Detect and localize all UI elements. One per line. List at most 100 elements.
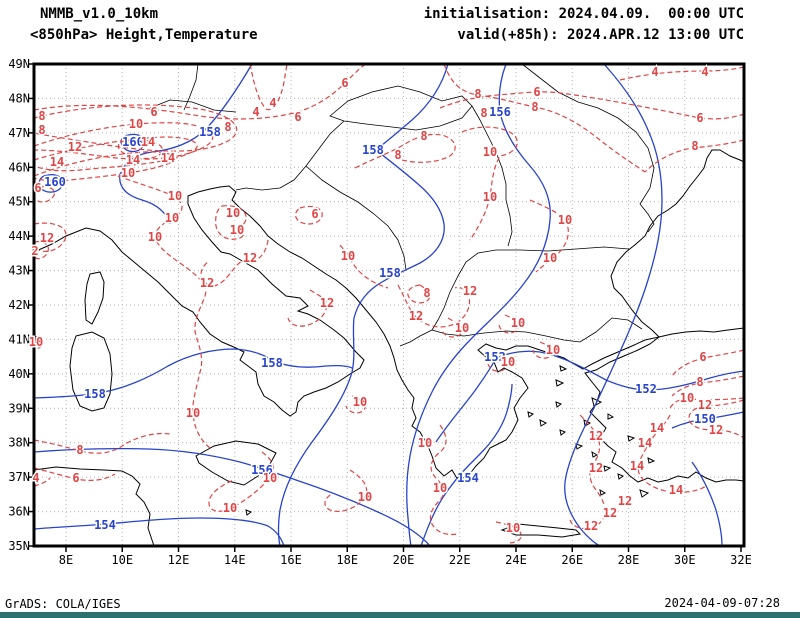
- lat-tick-label: 39N: [8, 401, 30, 415]
- temp-contour-label: 12: [709, 423, 723, 437]
- temp-contour-label: 4: [252, 105, 259, 119]
- lat-tick-label: 46N: [8, 160, 30, 174]
- temp-contour-label: 10: [129, 117, 143, 131]
- temp-contour-label: 12: [698, 398, 712, 412]
- lon-tick-label: 30E: [674, 553, 696, 567]
- island-crete: [500, 523, 582, 538]
- lat-tick-label: 43N: [8, 264, 30, 278]
- height-contour-label: 158: [261, 356, 283, 370]
- temp-contour-label: 12: [618, 494, 632, 508]
- temperature-contours: [33, 63, 745, 544]
- border-austria-south: [235, 120, 345, 191]
- island-sicily: [195, 440, 277, 486]
- lon-tick-label: 18E: [336, 553, 358, 567]
- border-czech: [329, 85, 473, 131]
- height-contour-150: [671, 411, 745, 429]
- temp-contour-label: 10: [186, 406, 200, 420]
- temp-contour-label: 10: [511, 316, 525, 330]
- height-contour-label: 156: [489, 105, 511, 119]
- grads-credit: GrADS: COLA/IGES: [5, 597, 121, 611]
- temp-contour-label: 10: [358, 490, 372, 504]
- lon-tick-label: 16E: [280, 553, 302, 567]
- temp-contour-label: 10: [165, 211, 179, 225]
- border-albania-greece: [399, 329, 433, 347]
- temp-contour-label: 14: [650, 421, 664, 435]
- temp-contour-label: 14: [638, 436, 652, 450]
- lat-tick-label: 36N: [8, 505, 30, 519]
- temp-contour-label: 12: [584, 519, 598, 533]
- island-corsica: [84, 271, 105, 325]
- level-variables-title: <850hPa> Height,Temperature: [30, 27, 258, 43]
- height-contour-label: 154: [94, 518, 116, 532]
- temp-contour-label: 10: [501, 355, 515, 369]
- temp-contour-label: 4: [701, 65, 708, 79]
- temp-contour-label: 14: [630, 459, 644, 473]
- temp-contour-label: 6: [311, 207, 318, 221]
- temp-contour-label: 6: [699, 350, 706, 364]
- height-contour-154-aegean: [420, 383, 513, 547]
- height-contour-label: 160: [122, 135, 144, 149]
- island-sardinia: [69, 331, 113, 412]
- aegean-islands: [527, 365, 656, 498]
- temp-contour-label: 12: [243, 251, 257, 265]
- temp-contour-label: 10: [433, 481, 447, 495]
- height-contour-southeast-short: [691, 461, 723, 547]
- country-borders: [149, 63, 655, 347]
- height-contour-152-aegean: [435, 350, 745, 443]
- temp-contour-label: 4: [651, 65, 658, 79]
- lat-tick-label: 47N: [8, 126, 30, 140]
- temp-contour-label: 2: [31, 244, 38, 258]
- height-contour-158-alps: [119, 63, 253, 225]
- lon-tick-label: 8E: [59, 553, 73, 567]
- height-contour-label: 158: [84, 387, 106, 401]
- temp-contour-label: 10: [148, 230, 162, 244]
- border-serbia-west: [471, 105, 513, 247]
- temp-contour-label: 12: [40, 231, 54, 245]
- height-contour-label: 158: [379, 266, 401, 280]
- axis-labels: 8E 10E 12E 14E 16E 18E 20E 22E 24E 26E 28E 30E 32E 35…: [8, 57, 752, 567]
- temp-contour-label: 12: [320, 296, 334, 310]
- lon-tick-label: 22E: [449, 553, 471, 567]
- lat-tick-label: 48N: [8, 91, 30, 105]
- lon-tick-label: 12E: [168, 553, 190, 567]
- lat-tick-label: 42N: [8, 298, 30, 312]
- temp-contour-label: 6: [533, 85, 540, 99]
- coastline-turkey-north: [658, 327, 745, 338]
- height-contour-label: 154: [457, 471, 479, 485]
- temp-contour-label: 14: [126, 153, 140, 167]
- height-contour-label: 150: [694, 412, 716, 426]
- height-contour-label: 156: [251, 463, 273, 477]
- temp-contour-label: 6: [696, 111, 703, 125]
- temp-contour-label: 14: [669, 483, 683, 497]
- temp-contour-label: 12: [463, 284, 477, 298]
- axis-ticks: [28, 63, 742, 552]
- height-contour-label: 158: [362, 143, 384, 157]
- coastline-north-africa: [33, 466, 155, 547]
- temp-contour-label: 14: [50, 155, 64, 169]
- window-bottom-bar: [0, 612, 800, 618]
- lon-tick-label: 20E: [393, 553, 415, 567]
- initialisation-time: initialisation: 2024.04.09. 00:00 UTC: [423, 6, 744, 22]
- temp-contour-label: 8: [38, 123, 45, 137]
- temp-contour-label: 8: [423, 286, 430, 300]
- temp-contour-label: 10: [121, 166, 135, 180]
- coastline-mainland: [33, 149, 745, 481]
- temp-contour-label: 8: [420, 129, 427, 143]
- temp-contour-label: 6: [34, 181, 41, 195]
- temp-contour-label: 8: [76, 443, 83, 457]
- temp-contour-label: 10: [230, 223, 244, 237]
- lon-tick-label: 10E: [111, 553, 133, 567]
- temp-contour-label: 10: [29, 335, 43, 349]
- lon-tick-label: 14E: [224, 553, 246, 567]
- height-contour-label: 152: [484, 350, 506, 364]
- height-contour-156-northeast: [406, 63, 551, 547]
- lon-tick-label: 26E: [561, 553, 583, 567]
- temp-contour-label: 12: [589, 461, 603, 475]
- lat-tick-label: 49N: [8, 57, 30, 71]
- lat-tick-label: 45N: [8, 195, 30, 209]
- lat-tick-label: 37N: [8, 470, 30, 484]
- temp-contour-label: 6: [72, 471, 79, 485]
- valid-time: valid(+85h): 2024.APR.12 13:00 UTC: [457, 27, 744, 43]
